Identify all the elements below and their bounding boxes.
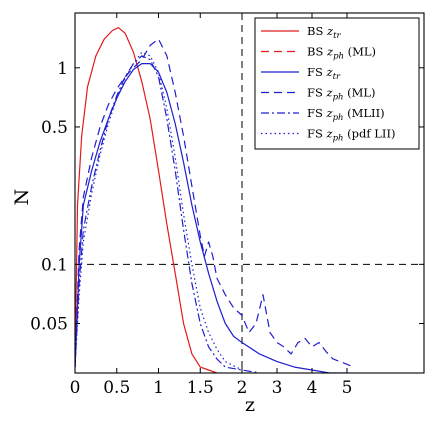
y-tick-label: 1 [57,59,68,79]
reference-lines [75,13,424,373]
legend-label: FS zph (MLII) [307,106,385,123]
x-tick-label: 4 [307,378,318,398]
series-line-4 [75,55,260,373]
y-axis-ticks: 0.05 0.1 0.5 1 [30,59,424,335]
x-tick-label: 5 [342,378,353,398]
x-axis-ticks: 0 0.5 1 1.5 2 3 4 5 [70,13,353,398]
y-tick-label: 0.05 [30,315,68,335]
y-tick-label: 0.1 [41,255,68,275]
x-tick-label: 0 [70,378,81,398]
series-line-3 [75,38,355,368]
legend-label: FS zph (ML) [307,86,376,103]
y-tick-label: 0.5 [41,118,68,138]
legend: BS ztr BS zph (ML) FS ztr FS zph (ML) FS zph… [254,17,420,150]
series-line-2 [75,63,347,373]
x-tick-label: 0.5 [103,378,130,398]
y-axis-label: N [11,189,33,206]
x-tick-label: 2 [237,378,248,398]
series-line-0 [75,27,218,373]
plot-frame [74,12,425,374]
legend-box [254,17,420,150]
x-tick-label: 1.5 [187,378,214,398]
legend-label: FS zph (pdf LII) [307,127,396,144]
x-tick-label: 1 [153,378,164,398]
x-tick-label: 3 [272,378,283,398]
legend-label: BS zph (ML) [307,45,376,62]
legend-label: FS ztr [307,65,341,82]
series-line-5 [75,51,243,371]
legend-label: BS ztr [307,24,341,41]
x-axis-label: z [245,394,255,416]
series-layer [75,27,355,373]
